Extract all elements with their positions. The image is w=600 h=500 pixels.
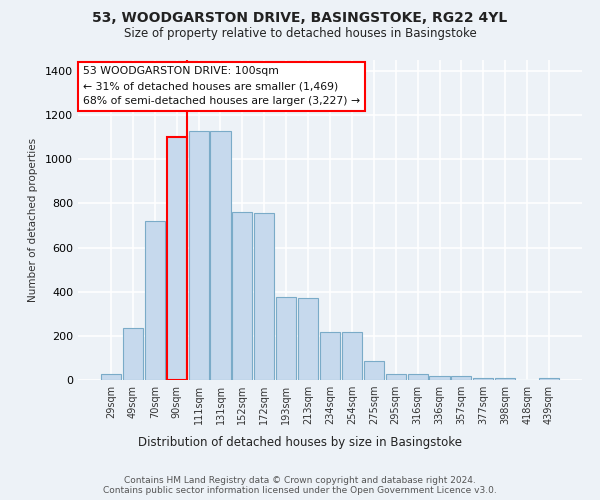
Bar xyxy=(145,221,165,380)
Bar xyxy=(430,376,449,380)
Bar xyxy=(211,130,230,380)
Bar xyxy=(167,137,187,380)
Text: 53 WOODGARSTON DRIVE: 100sqm
← 31% of detached houses are smaller (1,469)
68% of: 53 WOODGARSTON DRIVE: 100sqm ← 31% of de… xyxy=(83,66,360,106)
Bar xyxy=(539,378,559,380)
Bar xyxy=(495,378,515,380)
Bar xyxy=(298,298,318,380)
Bar xyxy=(320,332,340,380)
Text: Contains HM Land Registry data © Crown copyright and database right 2024.: Contains HM Land Registry data © Crown c… xyxy=(124,476,476,485)
Bar xyxy=(101,374,121,380)
Bar xyxy=(451,376,472,380)
Text: Contains public sector information licensed under the Open Government Licence v3: Contains public sector information licen… xyxy=(103,486,497,495)
Bar xyxy=(407,374,428,380)
Bar xyxy=(364,360,384,380)
Bar xyxy=(342,332,362,380)
Y-axis label: Number of detached properties: Number of detached properties xyxy=(28,138,38,302)
Bar xyxy=(386,374,406,380)
Text: Distribution of detached houses by size in Basingstoke: Distribution of detached houses by size … xyxy=(138,436,462,449)
Bar xyxy=(188,130,209,380)
Bar xyxy=(123,328,143,380)
Text: 53, WOODGARSTON DRIVE, BASINGSTOKE, RG22 4YL: 53, WOODGARSTON DRIVE, BASINGSTOKE, RG22… xyxy=(92,12,508,26)
Bar xyxy=(254,214,274,380)
Bar xyxy=(276,297,296,380)
Bar xyxy=(232,212,253,380)
Text: Size of property relative to detached houses in Basingstoke: Size of property relative to detached ho… xyxy=(124,28,476,40)
Bar xyxy=(473,378,493,380)
